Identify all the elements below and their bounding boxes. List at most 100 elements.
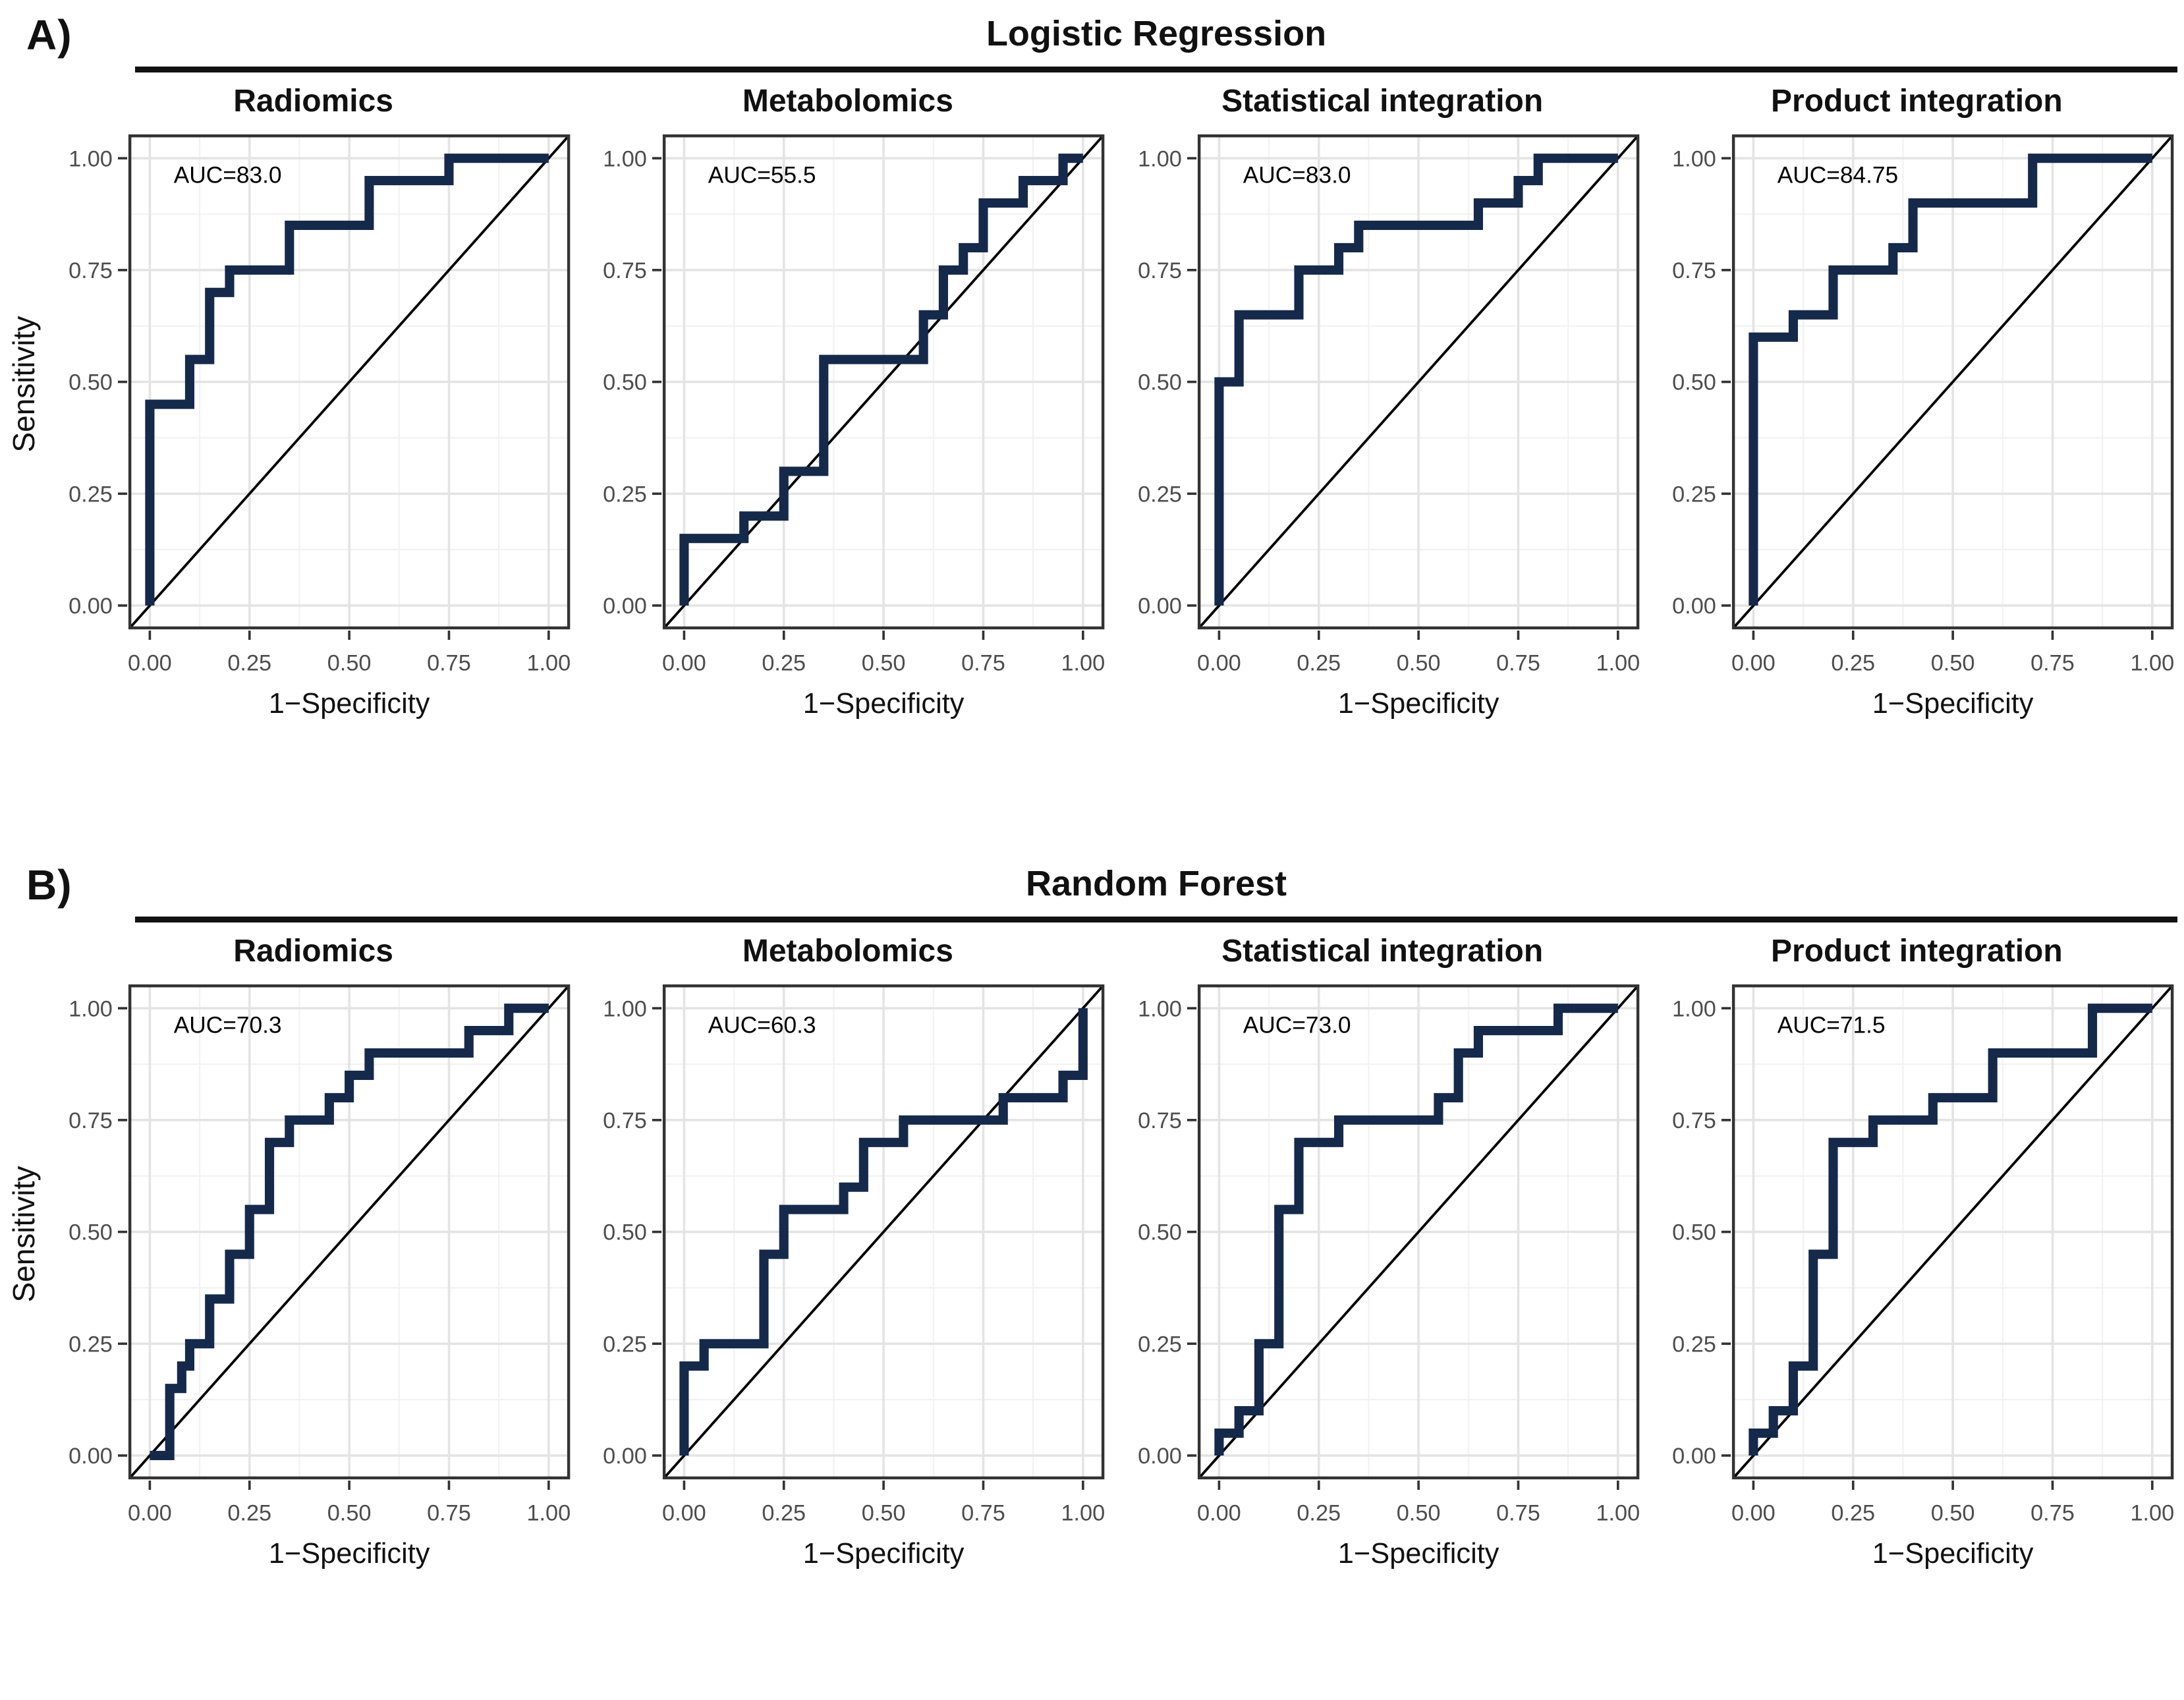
x-tick-label: 0.25 bbox=[1831, 650, 1875, 675]
plot-border bbox=[663, 134, 1105, 629]
roc-panel: Statistical integration 0.00 0.00 0.25 0.25 0… bbox=[1117, 74, 1648, 720]
x-tick-label: 0.50 bbox=[1930, 650, 1974, 675]
diagonal-reference-line bbox=[1198, 984, 1639, 1479]
plot-border bbox=[128, 134, 571, 629]
y-tick-label: 0.75 bbox=[1138, 1108, 1182, 1133]
x-tick-label: 0.75 bbox=[427, 1500, 471, 1525]
y-tick-label: 0.75 bbox=[69, 258, 113, 283]
row-b-panels: Radiomics 0.00 0.00 0.25 0.25 0.50 0.50 0.75 0.7… bbox=[46, 924, 2184, 1570]
x-tick-label: 1.00 bbox=[526, 1500, 571, 1525]
x-tick-label: 0.50 bbox=[1396, 1500, 1440, 1525]
y-tick-label: 0.25 bbox=[69, 482, 113, 507]
y-tick-label: 0.75 bbox=[603, 258, 647, 283]
row-b-title: Random Forest bbox=[1025, 864, 1287, 903]
y-tick-label: 0.25 bbox=[1138, 482, 1182, 507]
x-axis-title: 1−Specificity bbox=[803, 1538, 965, 1570]
auc-label: AUC=55.5 bbox=[708, 162, 816, 188]
auc-label: AUC=71.5 bbox=[1777, 1012, 1885, 1038]
x-tick-label: 0.25 bbox=[1297, 650, 1341, 675]
y-tick-label: 0.00 bbox=[603, 1444, 647, 1469]
x-tick-label: 1.00 bbox=[2130, 650, 2174, 675]
roc-panel: Product integration 0.00 0.00 0.25 0.25 0.50 0… bbox=[1651, 924, 2183, 1570]
y-tick-label: 0.50 bbox=[1672, 1220, 1716, 1245]
y-tick-label: 0.00 bbox=[1672, 1444, 1716, 1469]
row-a-header: Logistic Regression bbox=[135, 14, 2177, 73]
plot-border bbox=[1197, 134, 1639, 629]
y-axis-title-a: Sensitivity bbox=[7, 316, 41, 453]
plot-border bbox=[1731, 984, 2174, 1479]
panel-title: Metabolomics bbox=[742, 84, 953, 119]
plot-border bbox=[128, 984, 571, 1479]
x-tick-label: 1.00 bbox=[1596, 1500, 1640, 1525]
diagonal-reference-line bbox=[128, 984, 570, 1479]
panel-title: Radiomics bbox=[233, 934, 393, 969]
x-axis-title: 1−Specificity bbox=[803, 688, 965, 720]
auc-label: AUC=73.0 bbox=[1243, 1012, 1351, 1038]
roc-panel: Metabolomics 0.00 0.00 0.25 0.25 0.50 0.50 0.75… bbox=[582, 74, 1113, 720]
y-tick-label: 0.75 bbox=[1672, 258, 1716, 283]
roc-curve bbox=[1214, 153, 1618, 606]
x-tick-label: 0.00 bbox=[662, 1500, 706, 1525]
x-axis-title: 1−Specificity bbox=[1872, 688, 2034, 720]
roc-panel: Radiomics 0.00 0.00 0.25 0.25 0.50 0.50 0.75 0.7… bbox=[47, 74, 579, 720]
roc-curve bbox=[1749, 1003, 2152, 1456]
x-tick-label: 0.50 bbox=[1930, 1500, 1974, 1525]
x-tick-label: 1.00 bbox=[1061, 650, 1106, 675]
roc-plot: 0.00 0.00 0.25 0.25 0.50 0.50 0.75 0.75 1.00 1.00… bbox=[69, 984, 571, 1570]
panel-a-section: A) Logistic Regression Sensitivity Radio… bbox=[0, 11, 2184, 720]
x-axis-title: 1−Specificity bbox=[269, 688, 430, 720]
row-a-body: Sensitivity Radiomics 0.00 0.00 0.25 0.25 0.5… bbox=[0, 74, 2184, 720]
y-axis-title-wrap-b: Sensitivity bbox=[0, 924, 46, 1570]
x-axis-title: 1−Specificity bbox=[1337, 1538, 1499, 1570]
y-tick-label: 1.00 bbox=[603, 996, 647, 1021]
x-axis-title: 1−Specificity bbox=[1337, 688, 1499, 720]
panel-b-section: B) Random Forest Sensitivity Radiomics 0.… bbox=[0, 850, 2184, 1700]
roc-panel: Statistical integration 0.00 0.00 0.25 0.25 0… bbox=[1117, 924, 1648, 1570]
y-tick-label: 0.25 bbox=[1672, 482, 1716, 507]
diagonal-reference-line bbox=[663, 984, 1104, 1479]
y-tick-label: 0.75 bbox=[603, 1108, 647, 1133]
x-tick-label: 0.75 bbox=[2030, 1500, 2075, 1525]
y-tick-label: 0.00 bbox=[69, 594, 113, 619]
y-tick-label: 0.25 bbox=[603, 482, 647, 507]
x-tick-label: 0.75 bbox=[1496, 650, 1540, 675]
roc-plot: 0.00 0.00 0.25 0.25 0.50 0.50 0.75 0.75 1.00 1.00… bbox=[1672, 134, 2174, 720]
x-tick-label: 0.00 bbox=[1197, 650, 1241, 675]
row-b-header: Random Forest bbox=[135, 864, 2177, 923]
x-tick-label: 0.75 bbox=[961, 1500, 1005, 1525]
y-tick-label: 0.50 bbox=[69, 370, 113, 395]
y-axis-title-wrap-a: Sensitivity bbox=[0, 74, 46, 720]
y-tick-label: 1.00 bbox=[1672, 146, 1716, 171]
x-tick-label: 0.25 bbox=[1831, 1500, 1875, 1525]
y-tick-label: 0.50 bbox=[1672, 370, 1716, 395]
x-tick-label: 0.00 bbox=[1197, 1500, 1241, 1525]
y-tick-label: 1.00 bbox=[603, 146, 647, 171]
panel-title: Statistical integration bbox=[1221, 84, 1544, 119]
panel-title: Statistical integration bbox=[1221, 934, 1544, 969]
y-tick-label: 0.50 bbox=[1138, 1220, 1182, 1245]
x-tick-label: 0.00 bbox=[128, 1500, 172, 1525]
diagonal-reference-line bbox=[1732, 984, 2173, 1479]
x-tick-label: 0.25 bbox=[227, 1500, 271, 1525]
y-tick-label: 1.00 bbox=[69, 996, 113, 1021]
x-tick-label: 0.50 bbox=[862, 1500, 906, 1525]
roc-panel: Product integration 0.00 0.00 0.25 0.25 0.50 0… bbox=[1651, 74, 2183, 720]
y-tick-label: 0.50 bbox=[1138, 370, 1182, 395]
x-tick-label: 0.25 bbox=[762, 1500, 806, 1525]
diagonal-reference-line bbox=[128, 134, 570, 629]
plot-border bbox=[663, 984, 1105, 1479]
y-tick-label: 0.75 bbox=[69, 1108, 113, 1133]
auc-label: AUC=60.3 bbox=[708, 1012, 816, 1038]
x-axis-title: 1−Specificity bbox=[1872, 1538, 2034, 1570]
roc-curve bbox=[1749, 153, 2152, 606]
x-tick-label: 0.00 bbox=[128, 650, 172, 675]
y-tick-label: 1.00 bbox=[1672, 996, 1716, 1021]
y-tick-label: 1.00 bbox=[1138, 146, 1182, 171]
y-tick-label: 1.00 bbox=[69, 146, 113, 171]
roc-plot: 0.00 0.00 0.25 0.25 0.50 0.50 0.75 0.75 1.00 1.00… bbox=[603, 134, 1106, 720]
y-tick-label: 0.75 bbox=[1672, 1108, 1716, 1133]
diagonal-reference-line bbox=[663, 134, 1104, 629]
panel-b-label: B) bbox=[26, 861, 72, 909]
row-a-title-underline bbox=[135, 67, 2177, 73]
auc-label: AUC=83.0 bbox=[174, 162, 282, 188]
